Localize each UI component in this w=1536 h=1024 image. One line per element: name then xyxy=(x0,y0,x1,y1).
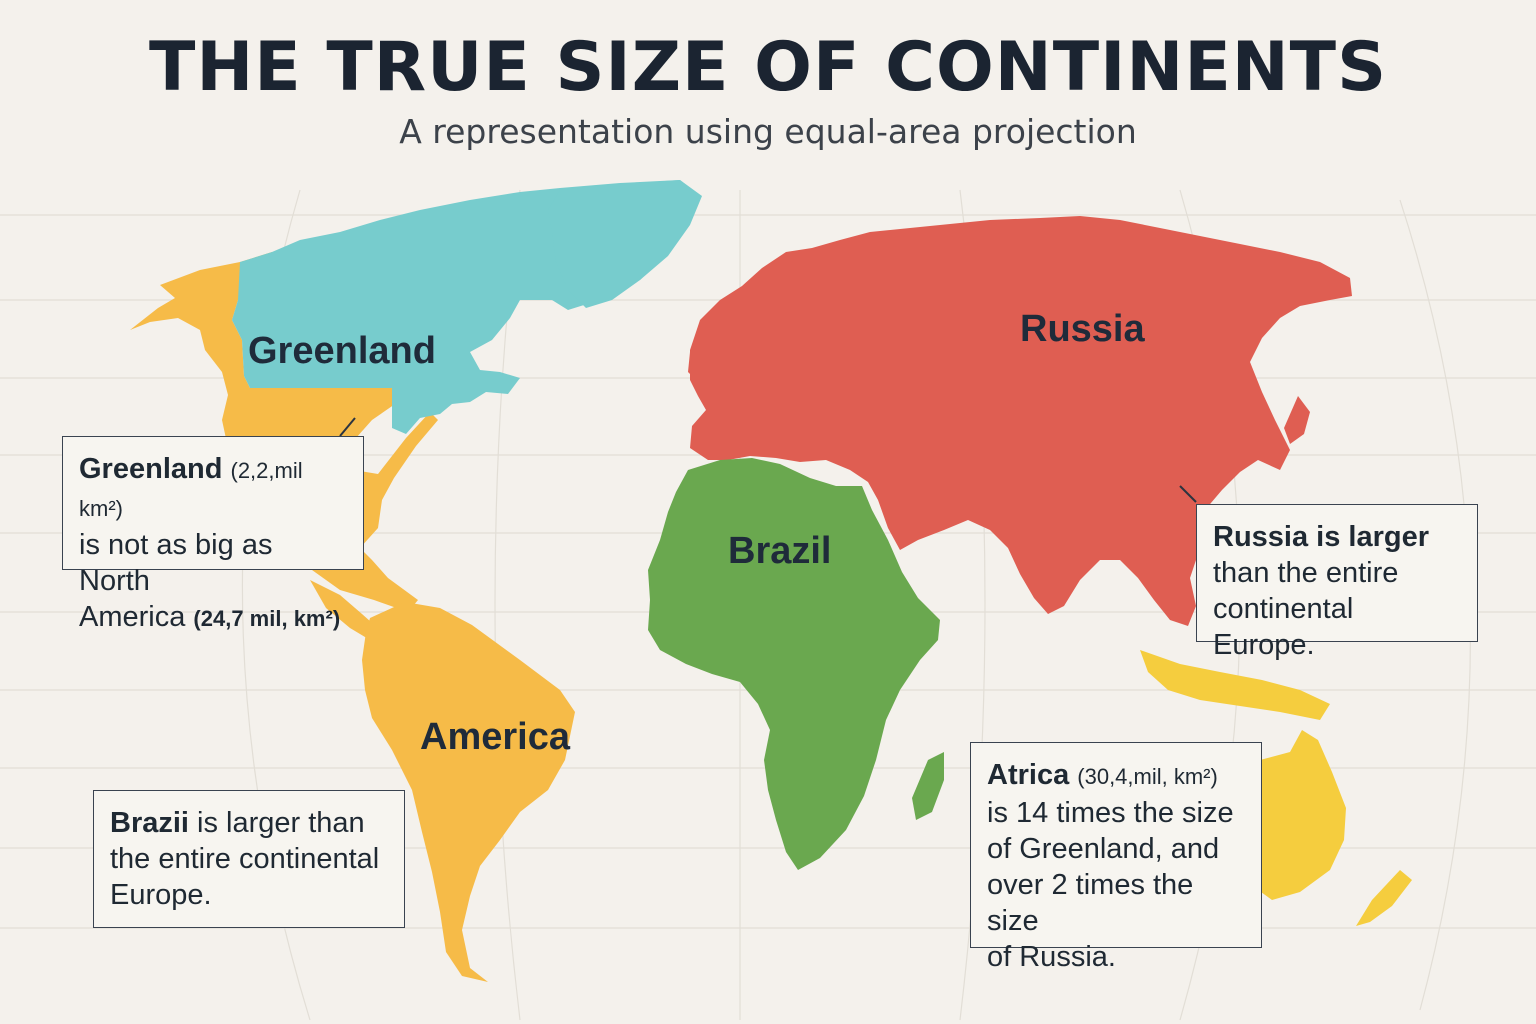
note-russia-bold: Russia is larger xyxy=(1213,521,1429,553)
note-brazil-line1: is larger than xyxy=(197,807,365,839)
map-label-greenland: Greenland xyxy=(248,330,436,372)
note-greenland-bold: Greenland xyxy=(79,453,223,485)
note-russia: Russia is larger than the entire contine… xyxy=(1196,504,1478,661)
map-label-russia: Russia xyxy=(1020,308,1145,350)
note-africa-line2: is 14 times the size xyxy=(987,797,1234,829)
central-america-shape xyxy=(310,580,380,640)
eurasia-shape xyxy=(690,216,1352,626)
note-brazil-line3: Europe. xyxy=(110,879,212,911)
baffin-island-shape xyxy=(548,180,702,308)
note-brazil-line2: the entire continental xyxy=(110,843,380,875)
page-title: THE TRUE SIZE OF CONTINENTS xyxy=(148,28,1388,107)
note-africa-line4: over 2 times the size xyxy=(987,869,1194,937)
south-america-shape xyxy=(362,602,575,982)
madagascar-shape xyxy=(912,752,944,820)
note-greenland-line3b: (24,7 mil, km²) xyxy=(193,606,341,631)
note-brazil: Brazii is larger than the entire contine… xyxy=(93,790,405,928)
note-brazil-bold: Brazii xyxy=(110,807,189,839)
map-label-brazil: Brazil xyxy=(728,530,832,572)
note-africa-line5: of Russia. xyxy=(987,941,1116,973)
new-zealand-shape xyxy=(1356,870,1412,926)
japan-shape xyxy=(1284,396,1310,444)
note-africa-bold: Atrica xyxy=(987,759,1070,791)
note-africa-paren: (30,4,mil, km²) xyxy=(1077,764,1218,789)
map-label-america: America xyxy=(420,716,570,758)
africa-shape xyxy=(648,458,940,870)
note-africa: Atrica (30,4,mil, km²) is 14 times the s… xyxy=(970,742,1262,973)
note-africa-line3: of Greenland, and xyxy=(987,833,1220,865)
britain-shape xyxy=(688,340,716,384)
note-greenland-paren: (2,2,mil km²) xyxy=(79,458,303,521)
indonesia-shape xyxy=(1140,650,1330,720)
note-greenland-line2: is not as big as North xyxy=(79,529,273,597)
note-greenland-line3a: America xyxy=(79,601,186,633)
note-greenland: Greenland (2,2,mil km²) is not as big as… xyxy=(62,436,364,633)
note-russia-line2: than the entire xyxy=(1213,557,1399,589)
page-subtitle: A representation using equal-area projec… xyxy=(399,112,1137,151)
note-russia-line3: continental Europe. xyxy=(1213,593,1354,661)
